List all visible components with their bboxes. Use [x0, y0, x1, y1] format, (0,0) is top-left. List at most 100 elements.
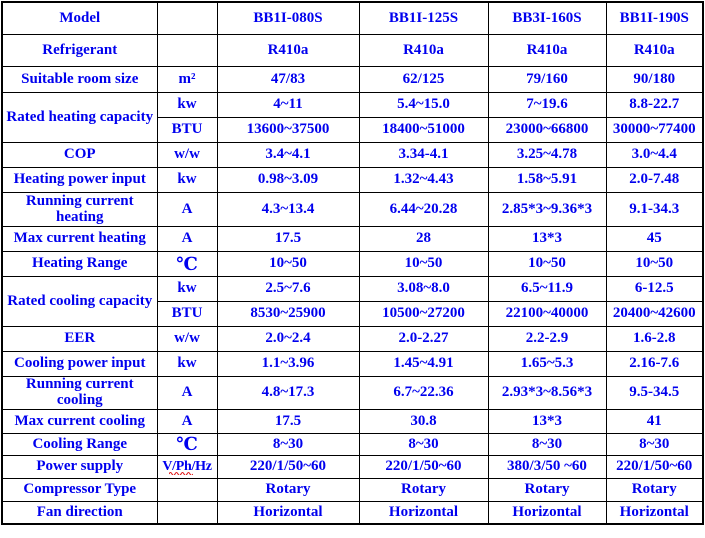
value-cell: Rotary: [487, 478, 607, 502]
value-cell: Rotary: [358, 478, 489, 502]
table-row-heating-range: Heating Range ℃ 10~50 10~50 10~50 10~50: [1, 251, 704, 277]
value-cell: 17.5: [216, 409, 360, 434]
value-cell: R410a: [216, 34, 360, 67]
unit-cell: w/w: [156, 326, 218, 352]
value-cell: 10~50: [358, 251, 489, 277]
value-cell: 10~50: [605, 251, 704, 277]
value-cell: 10~50: [487, 251, 607, 277]
row-label-max-current-cooling: Max current cooling: [1, 409, 158, 434]
row-label-running-current-heating: Running current heating: [1, 192, 158, 227]
value-cell: 22100~40000: [487, 301, 607, 327]
unit-cell: [156, 1, 218, 35]
table-row-max-current-heating: Max current heating A 17.5 28 13*3 45: [1, 226, 704, 252]
table-row-cop: COP w/w 3.4~4.1 3.34-4.1 3.25~4.78 3.0~4…: [1, 142, 704, 168]
unit-cell: kw: [156, 276, 218, 302]
value-cell: 2.5~7.6: [216, 276, 360, 302]
row-label-max-current-heating: Max current heating: [1, 226, 158, 252]
value-cell: 9.1-34.3: [605, 192, 704, 227]
row-label-running-current-cooling: Running current cooling: [1, 376, 158, 410]
table-row-model: Model BB1I-080S BB1I-125S BB3I-160S BB1I…: [1, 1, 704, 35]
value-cell: 4.3~13.4: [216, 192, 360, 227]
unit-cell: V/Ph/Hz: [156, 455, 218, 479]
value-cell: 10500~27200: [358, 301, 489, 327]
value-cell: 8.8-22.7: [605, 92, 704, 118]
value-cell: 1.6-2.8: [605, 326, 704, 352]
value-cell: 3.0~4.4: [605, 142, 704, 168]
unit-cell: kw: [156, 351, 218, 377]
value-cell: 6-12.5: [605, 276, 704, 302]
unit-cell: ℃: [156, 251, 218, 277]
value-cell: 8~30: [216, 433, 360, 456]
unit-cell: A: [156, 409, 218, 434]
row-label-model: Model: [1, 1, 158, 35]
table-row-rated-heating-btu: BTU 13600~37500 18400~51000 23000~66800 …: [2, 117, 704, 143]
value-cell: 4.8~17.3: [216, 376, 360, 410]
value-cell: 13*3: [487, 226, 607, 252]
value-cell: 18400~51000: [358, 117, 489, 143]
model-name: BB1I-080S: [216, 1, 360, 35]
value-cell: 3.25~4.78: [487, 142, 607, 168]
unit-cell: BTU: [156, 117, 218, 143]
value-cell: 1.32~4.43: [358, 167, 489, 193]
value-cell: 17.5: [216, 226, 360, 252]
row-label-fan-direction: Fan direction: [1, 501, 158, 525]
unit-cell: A: [156, 376, 218, 410]
table-row-cooling-power-input: Cooling power input kw 1.1~3.96 1.45~4.9…: [1, 351, 704, 377]
value-cell: 90/180: [605, 66, 704, 93]
power-supply-unit-text: V/Ph/Hz: [162, 458, 212, 474]
value-cell: 13600~37500: [216, 117, 360, 143]
row-label-refrigerant: Refrigerant: [1, 34, 158, 67]
unit-cell: kw: [156, 92, 218, 118]
table-row-suitable-room-size: Suitable room size m² 47/83 62/125 79/16…: [1, 66, 704, 93]
spec-table: Model BB1I-080S BB1I-125S BB3I-160S BB1I…: [1, 1, 704, 525]
value-cell: 1.1~3.96: [216, 351, 360, 377]
table-row-eer: EER w/w 2.0~2.4 2.0-2.27 2.2-2.9 1.6-2.8: [1, 326, 704, 352]
value-cell: 1.58~5.91: [487, 167, 607, 193]
value-cell: 10~50: [216, 251, 360, 277]
value-cell: Horizontal: [358, 501, 489, 525]
row-label-heating-range: Heating Range: [1, 251, 158, 277]
value-cell: 30000~77400: [605, 117, 704, 143]
table-row-max-current-cooling: Max current cooling A 17.5 30.8 13*3 41: [1, 409, 704, 434]
value-cell: 2.85*3~9.36*3: [487, 192, 607, 227]
row-label-power-supply: Power supply: [1, 455, 158, 479]
unit-cell: [156, 501, 218, 525]
value-cell: 6.44~20.28: [358, 192, 489, 227]
value-cell: 2.0-2.27: [358, 326, 489, 352]
value-cell: 220/1/50~60: [358, 455, 489, 479]
table-row-refrigerant: Refrigerant R410a R410a R410a R410a: [1, 34, 704, 67]
value-cell: 28: [358, 226, 489, 252]
row-label-cop: COP: [1, 142, 158, 168]
table-row-fan-direction: Fan direction Horizontal Horizontal Hori…: [1, 501, 704, 525]
value-cell: 4~11: [216, 92, 360, 118]
value-cell: 8~30: [358, 433, 489, 456]
value-cell: 6.5~11.9: [487, 276, 607, 302]
value-cell: R410a: [487, 34, 607, 67]
row-label-suitable-room-size: Suitable room size: [1, 66, 158, 93]
value-cell: 30.8: [358, 409, 489, 434]
value-cell: 1.65~5.3: [487, 351, 607, 377]
value-cell: 62/125: [358, 66, 489, 93]
unit-cell: A: [156, 192, 218, 227]
table-row-heating-power-input: Heating power input kw 0.98~3.09 1.32~4.…: [1, 167, 704, 193]
value-cell: 220/1/50~60: [216, 455, 360, 479]
value-cell: 3.08~8.0: [358, 276, 489, 302]
unit-cell: kw: [156, 167, 218, 193]
value-cell: 8530~25900: [216, 301, 360, 327]
model-name: BB1I-190S: [605, 1, 704, 35]
value-cell: 13*3: [487, 409, 607, 434]
table-row-rated-heating-kw: Rated heating capacity kw 4~11 5.4~15.0 …: [1, 92, 704, 143]
unit-cell: A: [156, 226, 218, 252]
table-row-power-supply: Power supply V/Ph/Hz 220/1/50~60 220/1/5…: [1, 455, 704, 479]
value-cell: 5.4~15.0: [358, 92, 489, 118]
unit-cell: w/w: [156, 142, 218, 168]
value-cell: 9.5-34.5: [605, 376, 704, 410]
value-cell: 2.0~2.4: [216, 326, 360, 352]
value-cell: 8~30: [487, 433, 607, 456]
value-cell: Horizontal: [605, 501, 704, 525]
value-cell: Horizontal: [216, 501, 360, 525]
unit-cell: [156, 34, 218, 67]
value-cell: Rotary: [216, 478, 360, 502]
value-cell: 7~19.6: [487, 92, 607, 118]
value-cell: R410a: [358, 34, 489, 67]
